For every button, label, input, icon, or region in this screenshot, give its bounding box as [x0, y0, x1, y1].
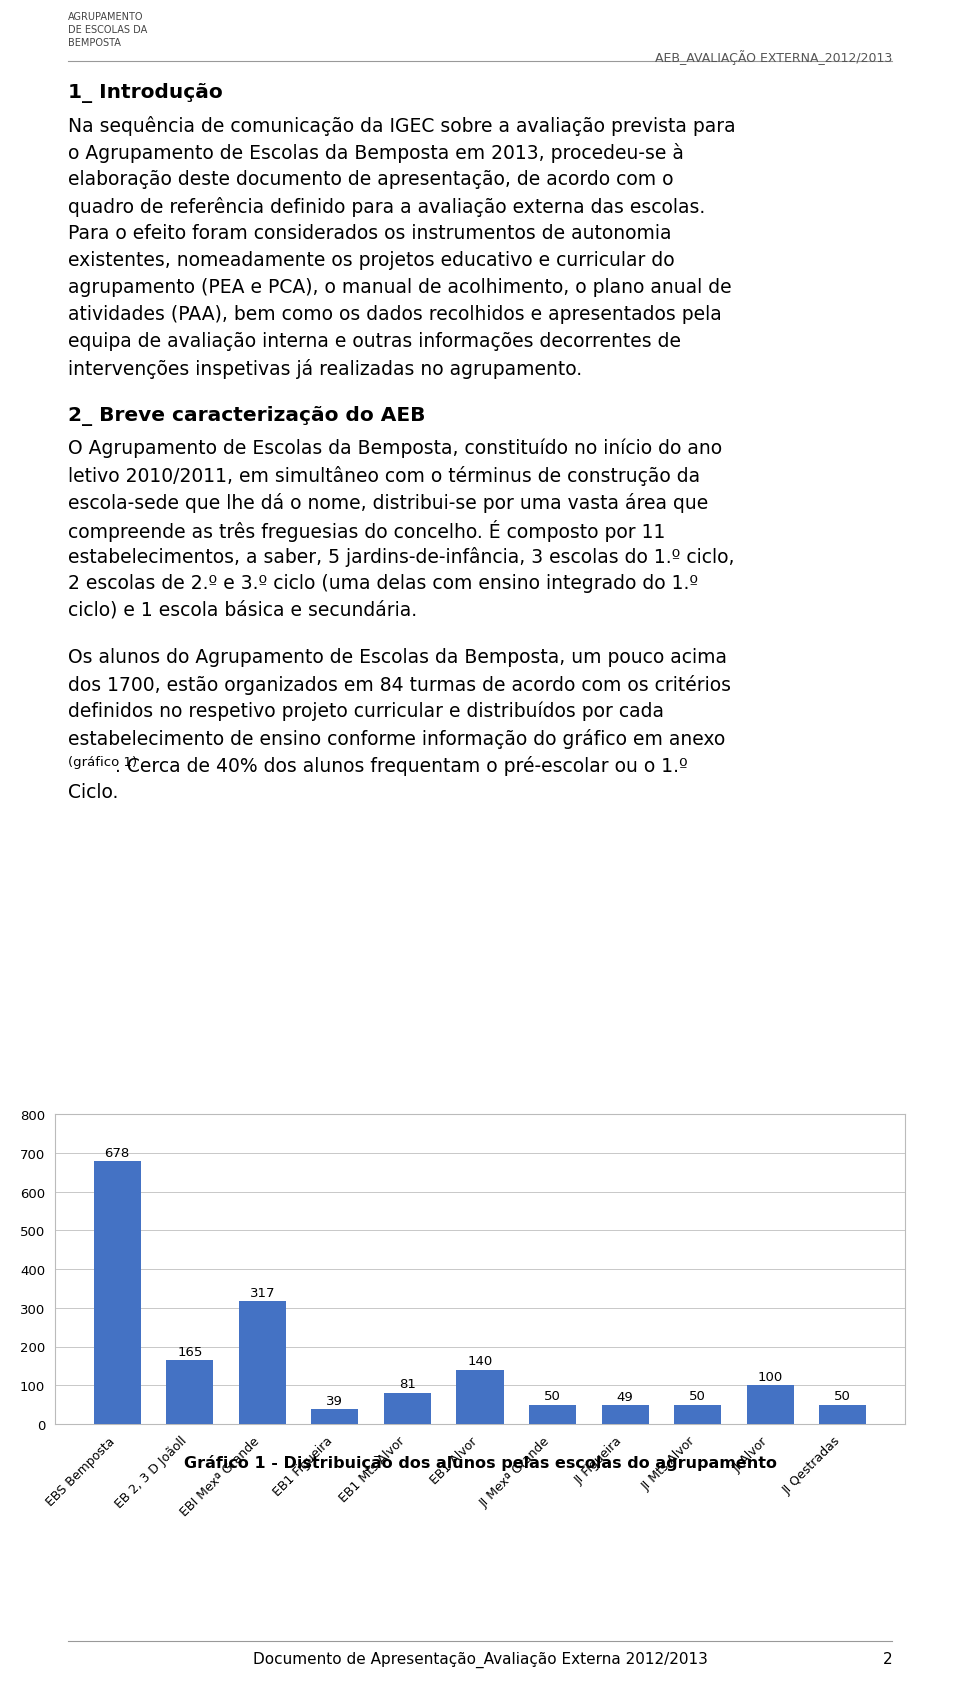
Bar: [529, 1404, 576, 1425]
Text: 2_ Breve caracterização do AEB: 2_ Breve caracterização do AEB: [68, 405, 425, 426]
Text: estabelecimento de ensino conforme informação do gráfico em anexo: estabelecimento de ensino conforme infor…: [68, 728, 725, 748]
Text: 50: 50: [834, 1389, 852, 1403]
Text: 49: 49: [616, 1389, 634, 1403]
Bar: [384, 1393, 431, 1425]
Text: Para o efeito foram considerados os instrumentos de autonomia: Para o efeito foram considerados os inst…: [68, 224, 671, 242]
Text: O Agrupamento de Escolas da Bemposta, constituído no início do ano: O Agrupamento de Escolas da Bemposta, co…: [68, 439, 722, 458]
Text: estabelecimentos, a saber, 5 jardins-de-infância, 3 escolas do 1.º ciclo,: estabelecimentos, a saber, 5 jardins-de-…: [68, 547, 734, 567]
Text: 2 escolas de 2.º e 3.º ciclo (uma delas com ensino integrado do 1.º: 2 escolas de 2.º e 3.º ciclo (uma delas …: [68, 574, 698, 592]
Text: AEB_AVALIAÇÃO EXTERNA_2012/2013: AEB_AVALIAÇÃO EXTERNA_2012/2013: [655, 50, 892, 66]
Bar: [602, 1404, 649, 1425]
Text: ciclo) e 1 escola básica e secundária.: ciclo) e 1 escola básica e secundária.: [68, 600, 418, 619]
Text: escola-sede que lhe dá o nome, distribui-se por uma vasta área que: escola-sede que lhe dá o nome, distribui…: [68, 493, 708, 513]
Text: Ciclo.: Ciclo.: [68, 782, 118, 802]
Text: 100: 100: [757, 1371, 782, 1383]
Bar: [311, 1410, 358, 1425]
Text: Gráfico 1 - Distribuição dos alunos pelas escolas do agrupamento: Gráfico 1 - Distribuição dos alunos pela…: [183, 1455, 777, 1470]
Text: AGRUPAMENTO
DE ESCOLAS DA
BEMPOSTA: AGRUPAMENTO DE ESCOLAS DA BEMPOSTA: [68, 12, 147, 47]
Bar: [94, 1162, 141, 1425]
Text: 50: 50: [689, 1389, 707, 1403]
Text: intervenções inspetivas já realizadas no agrupamento.: intervenções inspetivas já realizadas no…: [68, 358, 582, 378]
Text: 39: 39: [326, 1394, 344, 1406]
Text: letivo 2010/2011, em simultâneo com o términus de construção da: letivo 2010/2011, em simultâneo com o té…: [68, 466, 700, 486]
Text: definidos no respetivo projeto curricular e distribuídos por cada: definidos no respetivo projeto curricula…: [68, 701, 664, 722]
Text: 2: 2: [882, 1652, 892, 1665]
Text: 1_ Introdução: 1_ Introdução: [68, 82, 223, 103]
Bar: [819, 1404, 866, 1425]
Text: 317: 317: [250, 1287, 276, 1299]
Text: compreende as três freguesias do concelho. É composto por 11: compreende as três freguesias do concelh…: [68, 520, 665, 542]
Bar: [747, 1386, 794, 1425]
Text: Documento de Apresentação_Avaliação Externa 2012/2013: Documento de Apresentação_Avaliação Exte…: [252, 1652, 708, 1667]
Text: 165: 165: [177, 1346, 203, 1357]
Text: dos 1700, estão organizados em 84 turmas de acordo com os critérios: dos 1700, estão organizados em 84 turmas…: [68, 674, 731, 695]
Text: elaboração deste documento de apresentação, de acordo com o: elaboração deste documento de apresentaç…: [68, 170, 674, 188]
Text: agrupamento (PEA e PCA), o manual de acolhimento, o plano anual de: agrupamento (PEA e PCA), o manual de aco…: [68, 278, 732, 296]
Bar: [674, 1404, 721, 1425]
Text: 81: 81: [399, 1378, 416, 1391]
Bar: [239, 1302, 286, 1425]
Text: (gráfico 1): (gráfico 1): [68, 755, 137, 769]
Text: atividades (PAA), bem como os dados recolhidos e apresentados pela: atividades (PAA), bem como os dados reco…: [68, 304, 722, 325]
Text: 50: 50: [544, 1389, 561, 1403]
Text: o Agrupamento de Escolas da Bemposta em 2013, procedeu-se à: o Agrupamento de Escolas da Bemposta em …: [68, 143, 684, 163]
Text: Os alunos do Agrupamento de Escolas da Bemposta, um pouco acima: Os alunos do Agrupamento de Escolas da B…: [68, 648, 727, 666]
Bar: [456, 1369, 504, 1425]
Text: quadro de referência definido para a avaliação externa das escolas.: quadro de referência definido para a ava…: [68, 197, 706, 217]
Text: equipa de avaliação interna e outras informações decorrentes de: equipa de avaliação interna e outras inf…: [68, 331, 681, 352]
Text: existentes, nomeadamente os projetos educativo e curricular do: existentes, nomeadamente os projetos edu…: [68, 251, 675, 269]
Text: 678: 678: [105, 1145, 130, 1159]
Text: Na sequência de comunicação da IGEC sobre a avaliação prevista para: Na sequência de comunicação da IGEC sobr…: [68, 116, 735, 136]
Bar: [166, 1361, 213, 1425]
Text: . Cerca de 40% dos alunos frequentam o pré-escolar ou o 1.º: . Cerca de 40% dos alunos frequentam o p…: [115, 755, 687, 775]
Text: 140: 140: [468, 1354, 492, 1367]
